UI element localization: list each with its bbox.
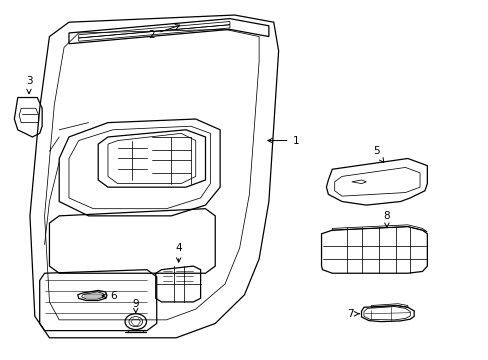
Text: 6: 6 [102,291,117,301]
Text: 1: 1 [267,136,298,145]
Text: 5: 5 [372,146,383,162]
Text: 7: 7 [347,309,359,319]
Text: 4: 4 [175,243,182,262]
Text: 8: 8 [383,211,389,227]
Text: 9: 9 [132,299,139,313]
Text: 2: 2 [148,24,180,40]
Text: 3: 3 [25,76,32,94]
